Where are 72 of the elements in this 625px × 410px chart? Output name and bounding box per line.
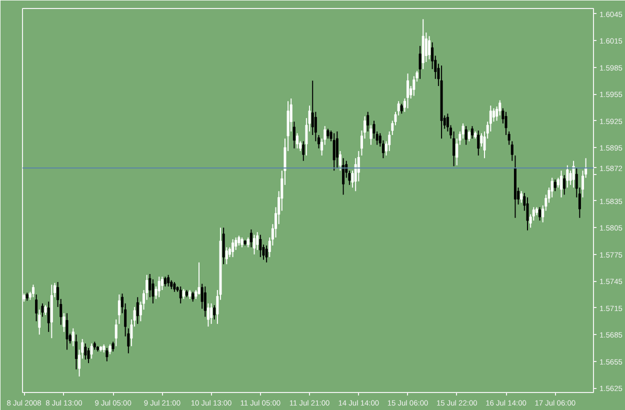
- candlestick: [179, 286, 182, 304]
- candlestick: [250, 228, 252, 248]
- candlestick: [206, 302, 210, 328]
- candlestick: [400, 103, 403, 114]
- candlestick: [90, 343, 93, 360]
- candlestick: [213, 304, 216, 320]
- candlestick: [210, 302, 213, 324]
- candlestick: [470, 126, 474, 140]
- candlestick: [560, 170, 563, 198]
- candlestick: [164, 276, 166, 287]
- candlestick: [240, 236, 244, 248]
- candlestick: [182, 288, 185, 300]
- candlestick: [406, 73, 410, 109]
- candlestick: [332, 132, 336, 172]
- candlestick: [556, 177, 560, 188]
- candlestick: [192, 291, 194, 302]
- candlestick: [72, 328, 74, 347]
- candlestick: [158, 276, 160, 298]
- candlestick: [256, 232, 259, 250]
- candlestick: [87, 347, 90, 364]
- candlestick: [424, 32, 428, 62]
- candlestick: [572, 160, 575, 188]
- candlestick: [118, 294, 120, 324]
- candlestick: [112, 341, 114, 352]
- candlestick: [292, 121, 296, 149]
- candlestick: [302, 140, 305, 162]
- candlestick: [41, 302, 44, 318]
- candlestick: [246, 236, 250, 248]
- candlestick: [566, 164, 569, 188]
- candlestick: [66, 312, 68, 350]
- candlestick: [538, 206, 542, 222]
- candlestick: [84, 343, 87, 360]
- candlestick: [428, 36, 431, 60]
- candlestick: [47, 301, 50, 332]
- candlestick: [326, 128, 330, 140]
- candlestick: [468, 130, 470, 142]
- candlestick: [418, 45, 422, 80]
- candlestick: [35, 294, 38, 322]
- candlestick: [74, 334, 78, 370]
- candlestick: [265, 244, 268, 263]
- candlestick: [44, 304, 47, 316]
- candlestick: [477, 130, 480, 156]
- candlestick: [225, 246, 228, 265]
- candlestick: [259, 234, 262, 258]
- candlestick: [173, 282, 176, 292]
- candlestick: [198, 262, 200, 295]
- candlestick: [238, 235, 240, 246]
- candlestick: [526, 196, 529, 231]
- candlestick: [370, 124, 372, 146]
- candlestick: [204, 286, 206, 318]
- candlestick: [464, 126, 468, 146]
- candlestick: [167, 274, 170, 287]
- candlestick: [338, 150, 342, 172]
- candlestick: [563, 174, 566, 196]
- candlestick: [136, 296, 139, 324]
- candlestick: [336, 130, 338, 168]
- candlestick: [296, 132, 299, 149]
- candlestick: [108, 344, 112, 355]
- candlestick: [222, 227, 225, 265]
- candlestick: [32, 284, 34, 298]
- candlestick: [492, 108, 495, 122]
- candlestick: [62, 312, 66, 332]
- candlestick: [452, 130, 456, 167]
- candlestick: [114, 318, 118, 347]
- candlestick: [38, 309, 41, 336]
- candlestick: [232, 238, 234, 258]
- candlestick: [106, 347, 108, 362]
- candlestick: [520, 190, 523, 204]
- candlestick: [342, 158, 345, 196]
- candlestick: [366, 111, 370, 132]
- candlestick: [554, 179, 556, 192]
- candlestick: [253, 234, 256, 255]
